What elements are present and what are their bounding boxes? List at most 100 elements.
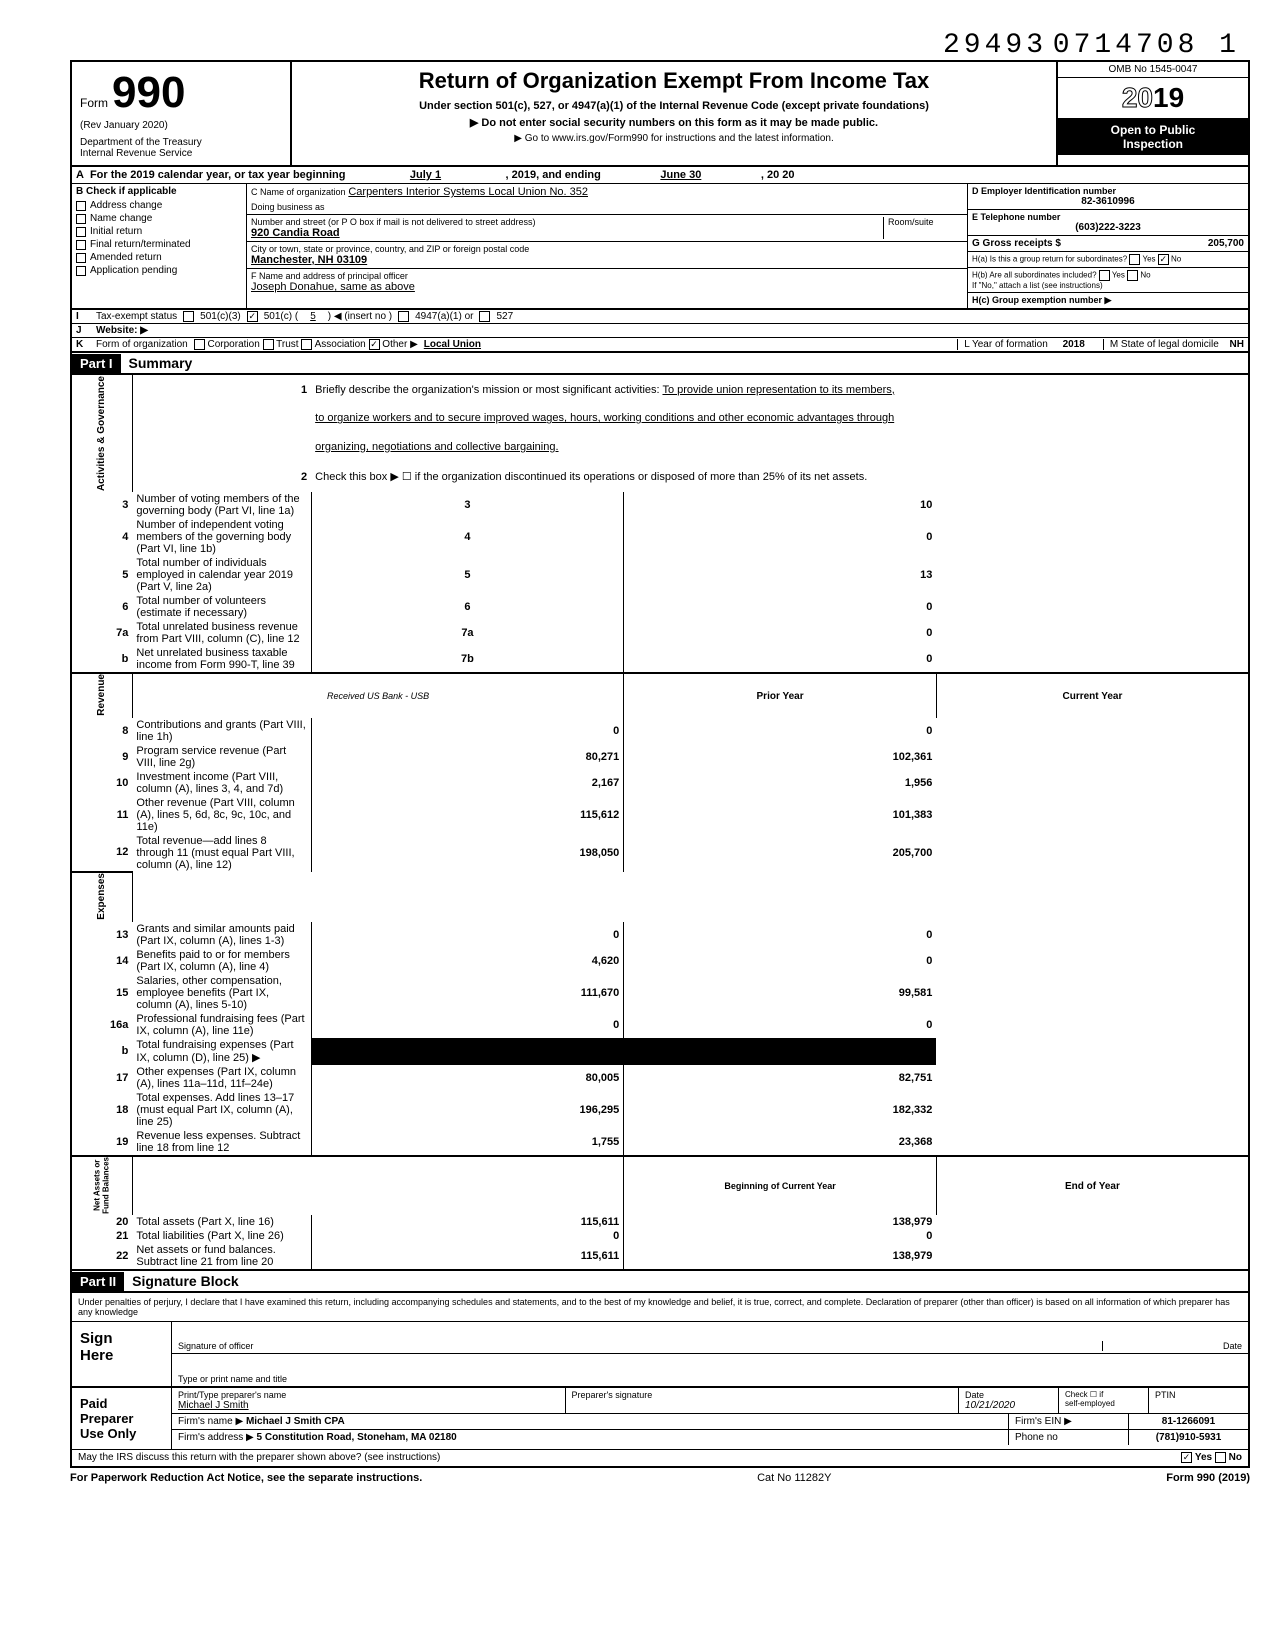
row-a-letter: A (76, 169, 84, 181)
ha-no-checkbox[interactable]: ✓ (1158, 254, 1169, 265)
table-row: bTotal fundraising expenses (Part IX, co… (71, 1038, 1249, 1065)
hb-yes-checkbox[interactable] (1099, 270, 1110, 281)
hc-label: H(c) Group exemption number ▶ (972, 295, 1111, 305)
row-k-checkbox[interactable]: ✓ (369, 339, 380, 350)
checkbox-label: Initial return (90, 226, 142, 237)
title-box: Return of Organization Exempt From Incom… (292, 62, 1058, 165)
ptin-label: PTIN (1155, 1390, 1242, 1400)
4947-checkbox[interactable] (398, 311, 409, 322)
table-row: 14Benefits paid to or for members (Part … (71, 948, 1249, 974)
checkbox[interactable] (76, 266, 86, 276)
row-k-label: Form of organization (96, 339, 188, 350)
form-header: Form 990 (Rev January 2020) Department o… (70, 60, 1250, 167)
firm-phone-label: Phone no (1015, 1432, 1058, 1443)
discuss-no-checkbox[interactable] (1215, 1452, 1226, 1463)
org-name-label: C Name of organization (251, 187, 346, 197)
opt-501c3: 501(c)(3) (200, 311, 241, 322)
street-label: Number and street (or P O box if mail is… (251, 217, 883, 227)
part2-tag: Part II (72, 1272, 124, 1291)
ha-no: No (1171, 255, 1181, 264)
city-label: City or town, state or province, country… (251, 244, 963, 254)
table-row: 10Investment income (Part VIII, column (… (71, 770, 1249, 796)
firm-phone: (781)910-5931 (1156, 1432, 1222, 1443)
row-a-yr: , 20 20 (761, 169, 795, 181)
prior-hdr: Prior Year (624, 673, 937, 718)
form-note2: ▶ Go to www.irs.gov/Form990 for instruct… (298, 133, 1050, 144)
state-label: M State of legal domicile (1110, 339, 1219, 350)
row-i-label: Tax-exempt status (96, 311, 177, 322)
firm-name: Michael J Smith CPA (246, 1416, 345, 1427)
header-grid: B Check if applicable Address changeName… (70, 184, 1250, 310)
table-row: 12Total revenue—add lines 8 through 11 (… (71, 834, 1249, 872)
section-b-item: Name change (72, 212, 246, 225)
checkbox[interactable] (76, 214, 86, 224)
yof: 2018 (1051, 339, 1097, 350)
document-id: 29493 0714708 1 (943, 30, 1240, 61)
stamp1: Received US Bank - USB (327, 691, 429, 701)
section-b-item: Initial return (72, 225, 246, 238)
checkbox[interactable] (76, 201, 86, 211)
gross-label: G Gross receipts $ (972, 238, 1061, 249)
row-k-opt: Corporation (208, 339, 260, 350)
form-note1: ▶ Do not enter social security numbers o… (298, 116, 1050, 129)
checkbox-label: Final return/terminated (90, 239, 191, 250)
checkbox[interactable] (76, 227, 86, 237)
table-row: 9Program service revenue (Part VIII, lin… (71, 744, 1249, 770)
row-k-checkbox[interactable] (263, 339, 274, 350)
table-row: 19Revenue less expenses. Subtract line 1… (71, 1129, 1249, 1156)
room-label: Room/suite (888, 217, 963, 227)
ha-yes-checkbox[interactable] (1129, 254, 1140, 265)
section-b-header: B Check if applicable (72, 184, 246, 199)
begin-date: July 1 (346, 169, 506, 181)
table-row: 6Total number of volunteers (estimate if… (71, 594, 1249, 620)
revision: (Rev January 2020) (80, 120, 282, 131)
501c-checkbox[interactable]: ✓ (247, 311, 258, 322)
501c3-checkbox[interactable] (183, 311, 194, 322)
summary-table: Activities & Governance 1 Briefly descri… (70, 375, 1250, 1271)
discuss-text: May the IRS discuss this return with the… (78, 1452, 440, 1463)
current-hdr: Current Year (936, 673, 1249, 718)
discuss-yes-checkbox[interactable]: ✓ (1181, 1452, 1192, 1463)
row-k: K Form of organization Corporation Trust… (70, 338, 1250, 353)
officer-label: F Name and address of principal officer (251, 271, 963, 281)
prep-sig-label: Preparer's signature (572, 1390, 953, 1400)
table-row: bNet unrelated business taxable income f… (71, 646, 1249, 673)
hb-no-checkbox[interactable] (1127, 270, 1138, 281)
opt-501c: 501(c) ( (264, 311, 298, 322)
part1-title: Summary (121, 353, 201, 373)
row-k-checkbox[interactable] (301, 339, 312, 350)
row-a-mid: , 2019, and ending (506, 169, 601, 181)
type-name-label: Type or print name and title (178, 1374, 287, 1384)
form-subtitle: Under section 501(c), 527, or 4947(a)(1)… (298, 100, 1050, 112)
revenue-label: Revenue (71, 673, 132, 718)
firm-addr-label: Firm's address ▶ (178, 1432, 254, 1443)
checkbox[interactable] (76, 253, 86, 263)
line1c: organizing, negotiations and collective … (311, 433, 1249, 462)
table-row: 20Total assets (Part X, line 16)115,6111… (71, 1215, 1249, 1229)
opt-527: 527 (496, 311, 513, 322)
state: NH (1222, 339, 1244, 350)
527-checkbox[interactable] (479, 311, 490, 322)
row-a-text: For the 2019 calendar year, or tax year … (90, 169, 346, 181)
row-a: A For the 2019 calendar year, or tax yea… (70, 167, 1250, 184)
part1-tag: Part I (72, 354, 121, 373)
table-row: 5Total number of individuals employed in… (71, 556, 1249, 594)
section-b-item: Amended return (72, 251, 246, 264)
section-c: C Name of organization Carpenters Interi… (247, 184, 968, 308)
table-row: 22Net assets or fund balances. Subtract … (71, 1243, 1249, 1270)
ha-label: H(a) Is this a group return for subordin… (972, 255, 1127, 264)
section-b-item: Application pending (72, 264, 246, 277)
footer: For Paperwork Reduction Act Notice, see … (70, 1468, 1250, 1484)
checkbox[interactable] (76, 240, 86, 250)
table-row: 21Total liabilities (Part X, line 26)00 (71, 1229, 1249, 1243)
discuss-yes: Yes (1195, 1453, 1212, 1464)
prep-date-label: Date (965, 1390, 1052, 1400)
row-k-checkbox[interactable] (194, 339, 205, 350)
org-name: Carpenters Interior Systems Local Union … (348, 186, 588, 198)
opt-4947: 4947(a)(1) or (415, 311, 473, 322)
line2: Check this box ▶ ☐ if the organization d… (311, 461, 1249, 492)
tax-year: 2019 (1058, 78, 1248, 119)
501c-num: 5 (304, 311, 322, 322)
open-to-public: Open to Public Inspection (1058, 119, 1248, 155)
department: Department of the Treasury Internal Reve… (80, 137, 282, 159)
